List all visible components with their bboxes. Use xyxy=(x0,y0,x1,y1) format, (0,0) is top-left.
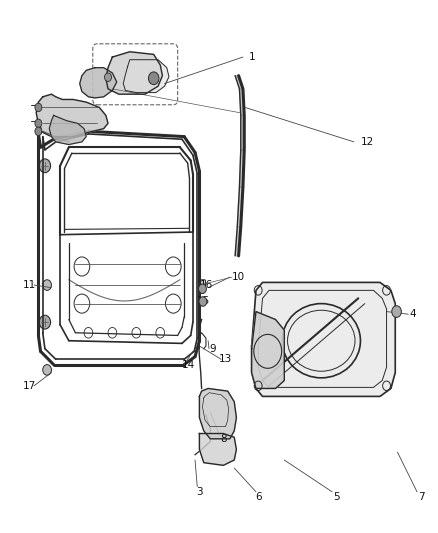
Text: 11: 11 xyxy=(23,280,36,290)
Circle shape xyxy=(105,73,112,82)
Polygon shape xyxy=(241,115,244,150)
Polygon shape xyxy=(252,312,284,389)
Polygon shape xyxy=(252,282,395,397)
Circle shape xyxy=(43,365,51,375)
Polygon shape xyxy=(36,94,108,136)
Polygon shape xyxy=(240,89,244,115)
Polygon shape xyxy=(199,433,237,465)
Polygon shape xyxy=(237,187,243,227)
Text: 8: 8 xyxy=(220,434,226,444)
Circle shape xyxy=(43,280,51,290)
Text: 5: 5 xyxy=(333,492,340,502)
Circle shape xyxy=(198,284,206,294)
Text: 13: 13 xyxy=(219,354,232,364)
Polygon shape xyxy=(80,68,117,98)
FancyBboxPatch shape xyxy=(198,280,205,292)
Text: 12: 12 xyxy=(360,137,374,147)
Polygon shape xyxy=(106,52,162,94)
Polygon shape xyxy=(123,60,169,93)
Circle shape xyxy=(35,119,42,127)
Text: 4: 4 xyxy=(410,309,416,319)
Polygon shape xyxy=(199,389,237,439)
Circle shape xyxy=(39,316,50,329)
Circle shape xyxy=(39,159,50,173)
Circle shape xyxy=(199,297,207,306)
Text: 6: 6 xyxy=(255,492,261,502)
Circle shape xyxy=(35,103,42,112)
Text: 7: 7 xyxy=(418,492,425,502)
Text: 3: 3 xyxy=(196,487,203,497)
Text: 9: 9 xyxy=(209,344,216,354)
Text: 10: 10 xyxy=(232,272,245,282)
Circle shape xyxy=(35,127,42,135)
Text: 15: 15 xyxy=(197,296,210,306)
Polygon shape xyxy=(235,76,243,89)
Text: 16: 16 xyxy=(199,280,212,290)
Circle shape xyxy=(392,306,401,317)
Polygon shape xyxy=(49,115,86,144)
Text: 17: 17 xyxy=(23,381,36,391)
Polygon shape xyxy=(240,150,244,187)
Polygon shape xyxy=(235,227,241,256)
Circle shape xyxy=(148,72,159,85)
Text: 14: 14 xyxy=(182,360,195,369)
Text: 1: 1 xyxy=(248,52,255,62)
Text: 2: 2 xyxy=(35,126,42,136)
